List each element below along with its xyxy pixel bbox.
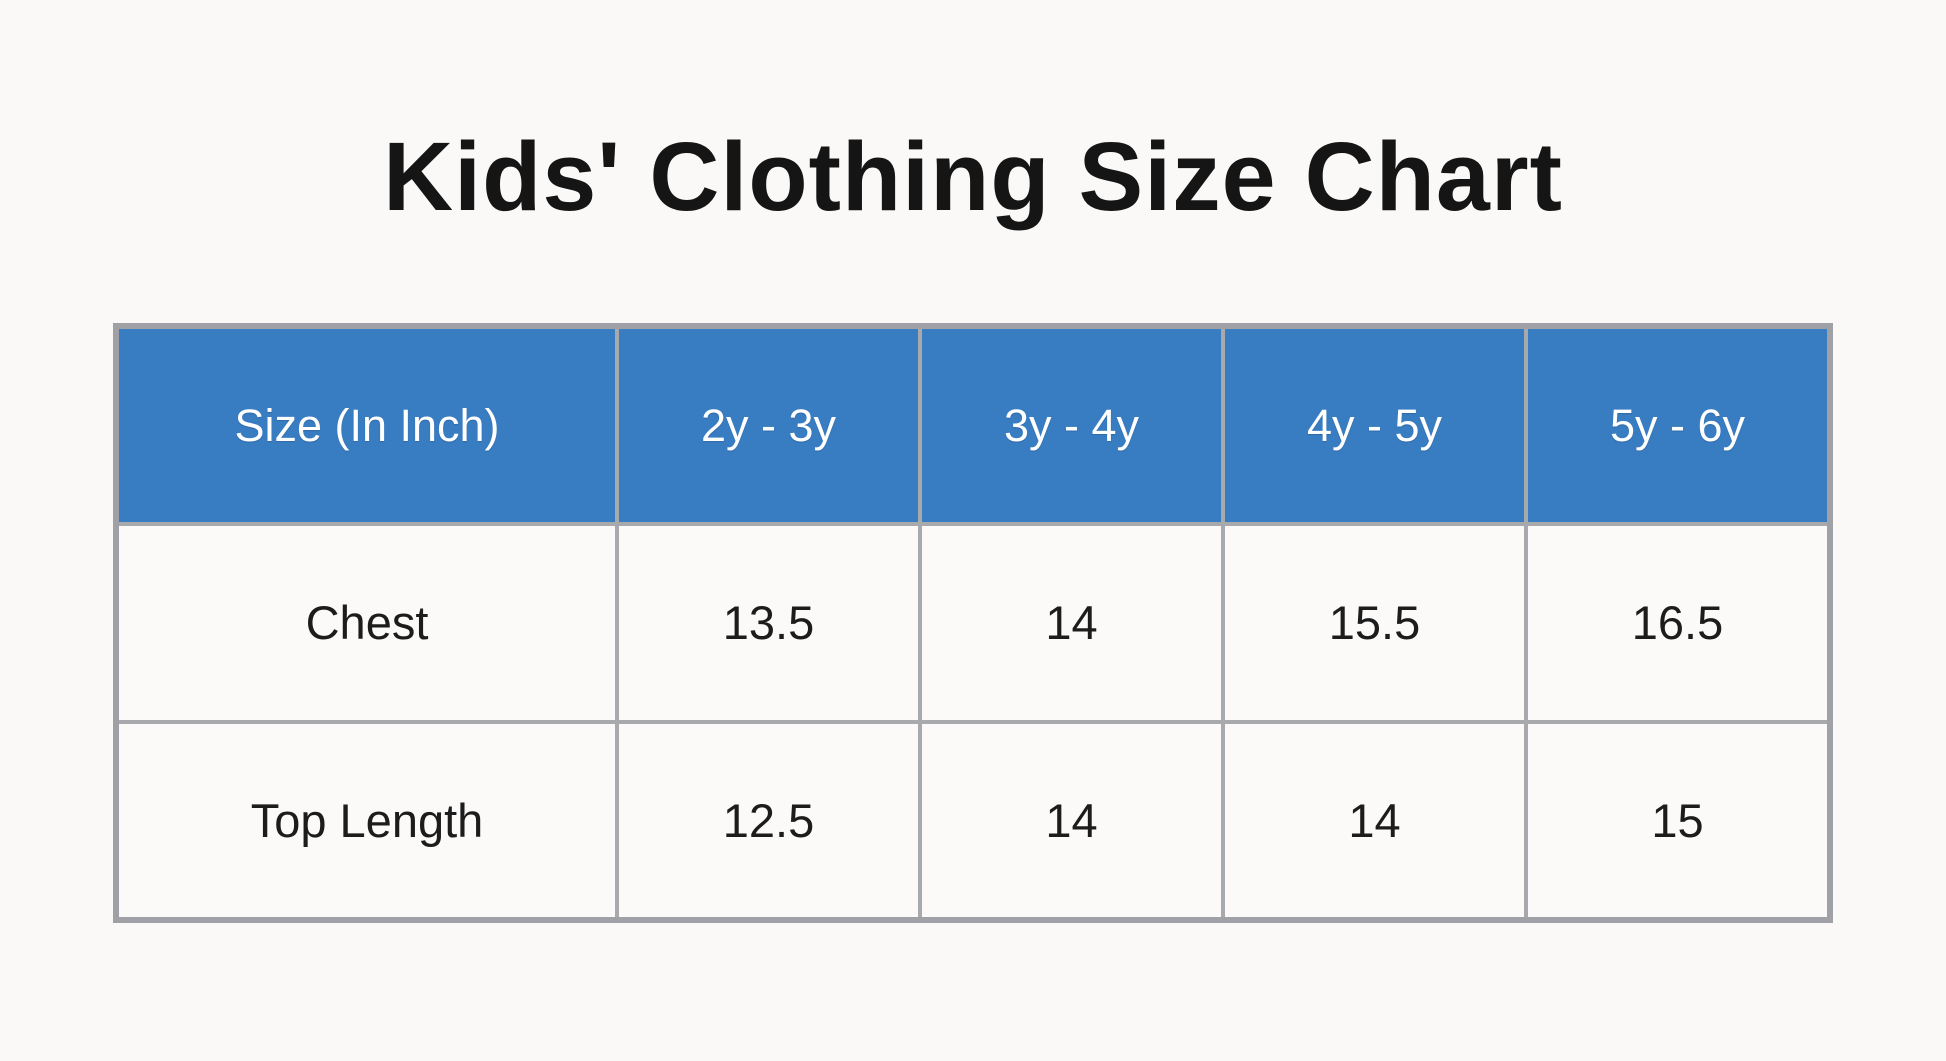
header-cell-2y-3y: 2y - 3y (619, 329, 918, 523)
page-title: Kids' Clothing Size Chart (383, 122, 1563, 231)
chest-value-4: 16.5 (1528, 526, 1827, 720)
header-cell-3y-4y: 3y - 4y (922, 329, 1221, 523)
header-cell-4y-5y: 4y - 5y (1225, 329, 1524, 523)
header-cell-size: Size (In Inch) (119, 329, 615, 523)
size-chart-table: Size (In Inch) 2y - 3y 3y - 4y 4y - 5y 5… (113, 323, 1833, 923)
top-length-value-4: 15 (1528, 723, 1827, 917)
chest-value-1: 13.5 (619, 526, 918, 720)
chest-value-3: 15.5 (1225, 526, 1524, 720)
top-length-value-1: 12.5 (619, 723, 918, 917)
top-length-value-2: 14 (922, 723, 1221, 917)
header-cell-5y-6y: 5y - 6y (1528, 329, 1827, 523)
top-length-value-3: 14 (1225, 723, 1524, 917)
row-label-top-length: Top Length (119, 723, 615, 917)
chest-value-2: 14 (922, 526, 1221, 720)
row-label-chest: Chest (119, 526, 615, 720)
